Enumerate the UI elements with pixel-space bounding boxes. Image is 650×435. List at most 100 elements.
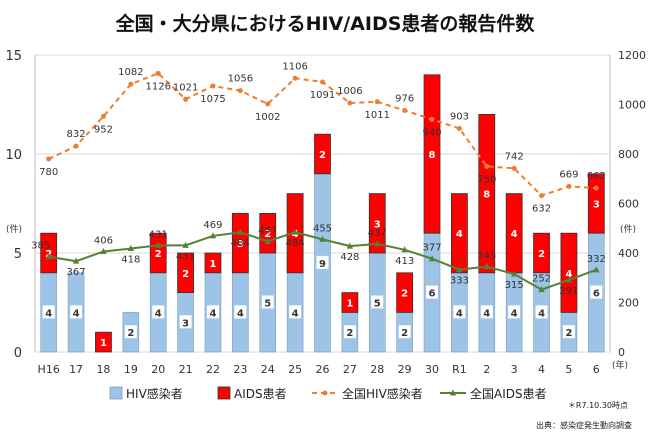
marker-national-hiv: [265, 101, 271, 107]
bar-hiv-label-bg: [426, 285, 439, 299]
bar-aids-label: 8: [429, 150, 436, 161]
footnote-date: ＊R7.10.30時点: [568, 401, 628, 410]
point-label-national-hiv: 1006: [337, 86, 362, 97]
bar-aids: [396, 272, 414, 313]
marker-national-hiv: [566, 183, 572, 189]
point-label-national-aids: 447: [258, 225, 277, 236]
legend-label: AIDS患者: [234, 387, 287, 401]
bar-aids: [423, 74, 441, 234]
bar-hiv-label-bg: [590, 285, 603, 299]
point-label-national-aids: 377: [422, 243, 441, 254]
bar-aids-label: 4: [565, 269, 572, 280]
bar-aids-label: 2: [155, 249, 162, 260]
x-tick-label: 30: [425, 363, 439, 376]
marker-national-hiv: [429, 116, 435, 122]
point-label-national-aids: 418: [121, 255, 140, 266]
bar-aids: [177, 252, 194, 293]
x-tick-label: 2: [483, 363, 490, 376]
bar-hiv-label: 2: [127, 328, 134, 339]
point-label-national-aids: 428: [340, 252, 359, 263]
bar-hiv-label-bg: [316, 255, 329, 269]
point-label-national-aids: 413: [395, 256, 414, 267]
x-tick-label: 3: [511, 363, 518, 376]
bar-hiv-label: 4: [511, 308, 518, 319]
x-tick-label: 27: [343, 363, 357, 376]
x-tick-label: 22: [206, 363, 220, 376]
point-label-national-hiv: 940: [422, 127, 441, 138]
point-label-national-hiv: 780: [39, 167, 58, 178]
source-note: 出典：感染症発生動向調査: [536, 420, 632, 430]
point-label-national-aids: 345: [477, 251, 496, 262]
bar-aids: [587, 173, 605, 234]
bar-aids: [560, 232, 578, 313]
point-label-national-hiv: 669: [559, 169, 578, 180]
point-label-national-hiv: 1082: [118, 67, 143, 78]
point-label-national-hiv: 903: [450, 112, 469, 123]
bar-aids-label: 2: [182, 269, 189, 280]
bar-aids-label: 4: [511, 229, 518, 240]
bar-aids: [231, 212, 249, 274]
x-tick-label: 25: [288, 363, 302, 376]
marker-national-aids: [456, 266, 463, 273]
bar-hiv-label-bg: [453, 305, 466, 319]
bar-hiv-label: 4: [237, 308, 244, 319]
point-label-national-aids: 437: [368, 228, 387, 239]
point-label-national-aids: 385: [31, 241, 50, 252]
legend-swatch: [217, 386, 231, 400]
marker-national-hiv: [374, 99, 380, 105]
bar-aids-label: 1: [100, 338, 107, 349]
bar-aids: [341, 292, 359, 313]
bar-aids: [451, 193, 468, 274]
bar-aids-label: 2: [319, 150, 326, 161]
bar-aids-label: 3: [237, 239, 244, 250]
bar-aids: [95, 331, 112, 353]
legend-label: HIV感染者: [126, 386, 183, 401]
bar-aids: [40, 232, 58, 274]
marker-national-hiv: [237, 88, 243, 94]
marker-national-aids: [593, 266, 600, 273]
bar-hiv-label-bg: [480, 305, 493, 319]
bar-hiv-label: 2: [401, 328, 408, 339]
marker-national-hiv: [128, 81, 134, 87]
marker-national-hiv: [511, 165, 517, 171]
point-label-national-aids: 484: [231, 238, 250, 249]
bar-aids-label: 4: [456, 229, 463, 240]
point-label-national-hiv: 1011: [365, 110, 390, 121]
bar-aids-label: 3: [593, 200, 600, 211]
bar-hiv-label-bg: [152, 305, 165, 319]
bar-hiv-label: 4: [73, 308, 80, 319]
legend-label: 全国HIV感染者: [342, 386, 423, 401]
marker-national-aids: [209, 232, 217, 239]
x-tick-label: 5: [565, 363, 572, 376]
point-label-national-aids: 406: [94, 236, 113, 247]
marker-national-hiv: [46, 156, 52, 162]
y-right-tick-label: 400: [618, 247, 639, 260]
y-left-unit-label: (件): [6, 223, 22, 235]
marker-national-aids: [291, 228, 299, 235]
bar-aids: [478, 114, 496, 274]
x-tick-label: 19: [124, 363, 138, 376]
marker-national-hiv: [183, 96, 189, 102]
marker-national-hiv: [292, 75, 298, 81]
marker-national-aids: [264, 237, 271, 244]
marker-national-hiv: [347, 100, 353, 106]
point-label-national-hiv: 1021: [173, 82, 198, 93]
bar-hiv-label: 4: [209, 308, 216, 319]
bar-hiv-label-bg: [261, 295, 274, 309]
bar-hiv-label: 4: [483, 308, 490, 319]
chart-title: 全国・大分県におけるHIV/AIDS患者の報告件数: [115, 12, 536, 35]
bar-hiv-label-bg: [562, 325, 575, 339]
point-label-national-hiv: 832: [67, 129, 86, 140]
point-label-national-aids: 367: [67, 267, 86, 278]
marker-national-aids: [428, 255, 436, 262]
point-label-national-hiv: 1075: [200, 94, 225, 105]
marker-national-aids: [510, 270, 518, 277]
bar-hiv-label: 4: [292, 308, 299, 319]
marker-national-aids: [127, 245, 135, 252]
x-tick-label: 18: [96, 363, 110, 376]
bar-hiv-label-bg: [398, 325, 411, 339]
marker-national-hiv: [320, 79, 325, 85]
marker-national-hiv: [155, 70, 161, 76]
x-unit-label: (年): [612, 359, 628, 371]
bar-aids-label: 2: [264, 229, 271, 240]
